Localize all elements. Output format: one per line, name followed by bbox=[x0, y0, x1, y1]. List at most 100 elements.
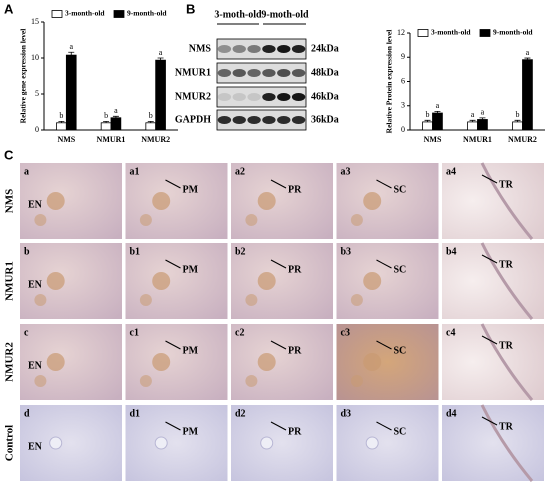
micrograph bbox=[231, 324, 333, 400]
arrow bbox=[165, 179, 181, 189]
blot-band bbox=[277, 93, 291, 101]
x-tick-label: NMUR1 bbox=[463, 135, 492, 144]
structure-label: TR bbox=[499, 340, 514, 351]
bar bbox=[432, 112, 443, 131]
error-bar bbox=[424, 119, 431, 122]
follicle bbox=[245, 294, 258, 306]
bar bbox=[422, 121, 433, 131]
panel-tag: c2 bbox=[235, 327, 244, 338]
error-bar bbox=[68, 51, 75, 56]
significance-letter: b bbox=[104, 111, 108, 120]
arrow bbox=[481, 416, 498, 426]
micrograph bbox=[442, 163, 544, 239]
follicle bbox=[350, 214, 363, 226]
arrow bbox=[270, 421, 287, 431]
blot-row-label: NMUR1 bbox=[175, 67, 211, 78]
y-tick-label: 0 bbox=[35, 125, 39, 134]
structure-label: TR bbox=[499, 259, 514, 270]
blot-band bbox=[277, 116, 291, 124]
panel-tag: a3 bbox=[341, 166, 351, 177]
arrow bbox=[165, 340, 181, 350]
significance-letter: a bbox=[436, 101, 440, 110]
blot-band bbox=[277, 69, 291, 77]
panel-label: A bbox=[4, 1, 14, 16]
structure-label: TR bbox=[499, 179, 514, 190]
micrograph bbox=[125, 324, 228, 400]
arrow bbox=[270, 179, 287, 189]
structure-label: EN bbox=[28, 199, 43, 210]
error-bar bbox=[514, 119, 521, 122]
bar bbox=[522, 59, 533, 131]
follicle bbox=[350, 294, 363, 306]
arrow bbox=[270, 259, 287, 269]
panel-tag: c4 bbox=[446, 327, 455, 338]
blot-band bbox=[262, 45, 276, 53]
follicle bbox=[152, 353, 171, 371]
blot-row-label: GAPDH bbox=[175, 114, 211, 125]
blot-band bbox=[247, 69, 261, 77]
bar bbox=[477, 119, 488, 131]
row-label: NMUR1 bbox=[4, 261, 16, 301]
panel-tag: b2 bbox=[235, 246, 246, 257]
arrow bbox=[481, 254, 498, 264]
legend-label: 9-month-old bbox=[493, 28, 533, 37]
arrow bbox=[376, 179, 392, 189]
arrow bbox=[270, 340, 287, 350]
x-tick-label: NMUR2 bbox=[508, 135, 537, 144]
follicle bbox=[365, 436, 379, 450]
micrograph bbox=[442, 324, 544, 400]
panel-tag: b4 bbox=[446, 246, 457, 257]
significance-letter: b bbox=[59, 111, 63, 120]
follicle bbox=[139, 294, 152, 306]
y-tick-label: 9 bbox=[401, 52, 405, 61]
follicle bbox=[139, 214, 152, 226]
legend-swatch bbox=[417, 29, 429, 37]
blot-band bbox=[217, 69, 232, 77]
micrograph bbox=[442, 243, 544, 319]
micrograph bbox=[231, 163, 333, 239]
significance-letter: b bbox=[426, 110, 430, 119]
row-label: Control bbox=[4, 425, 16, 461]
arrow bbox=[376, 340, 392, 350]
legend-swatch bbox=[51, 10, 63, 18]
follicle bbox=[139, 375, 152, 387]
bar bbox=[110, 117, 122, 131]
y-axis-label: Relative Protein expression level bbox=[385, 30, 394, 134]
significance-letter: a bbox=[69, 42, 73, 51]
blot-strip bbox=[216, 86, 307, 108]
legend-swatch bbox=[479, 29, 491, 37]
structure-label: PM bbox=[183, 345, 199, 356]
x-tick-label: NMUR1 bbox=[97, 135, 126, 144]
panel-tag: d2 bbox=[235, 408, 246, 419]
tissue-edge bbox=[480, 162, 534, 240]
panel-tag: b1 bbox=[130, 246, 141, 257]
legend-label: 3-month-old bbox=[65, 9, 105, 18]
blot-band bbox=[247, 116, 261, 124]
panel-tag: a bbox=[24, 166, 29, 177]
arrow bbox=[481, 335, 498, 345]
y-tick-label: 12 bbox=[397, 28, 405, 37]
y-tick-label: 5 bbox=[35, 89, 39, 98]
structure-label: SC bbox=[394, 264, 407, 275]
y-tick-label: 6 bbox=[401, 76, 405, 85]
blot-size-label: 36kDa bbox=[311, 114, 339, 125]
group-label: 9-moth-old bbox=[261, 9, 309, 20]
blot-size-label: 46kDa bbox=[311, 91, 339, 102]
panel-label: B bbox=[186, 1, 195, 16]
blot-band bbox=[232, 45, 246, 53]
micrograph bbox=[336, 405, 439, 481]
structure-label: PM bbox=[183, 184, 199, 195]
follicle bbox=[49, 436, 63, 450]
panel-tag: c bbox=[24, 327, 29, 338]
micrograph bbox=[125, 405, 228, 481]
x-tick-label: NMS bbox=[424, 135, 442, 144]
bar bbox=[65, 54, 77, 131]
micrograph bbox=[336, 163, 439, 239]
arrow bbox=[165, 421, 181, 431]
bar bbox=[56, 122, 67, 131]
follicle bbox=[363, 353, 382, 371]
structure-label: EN bbox=[28, 279, 43, 290]
follicle bbox=[257, 272, 276, 290]
blot-band bbox=[232, 116, 246, 124]
